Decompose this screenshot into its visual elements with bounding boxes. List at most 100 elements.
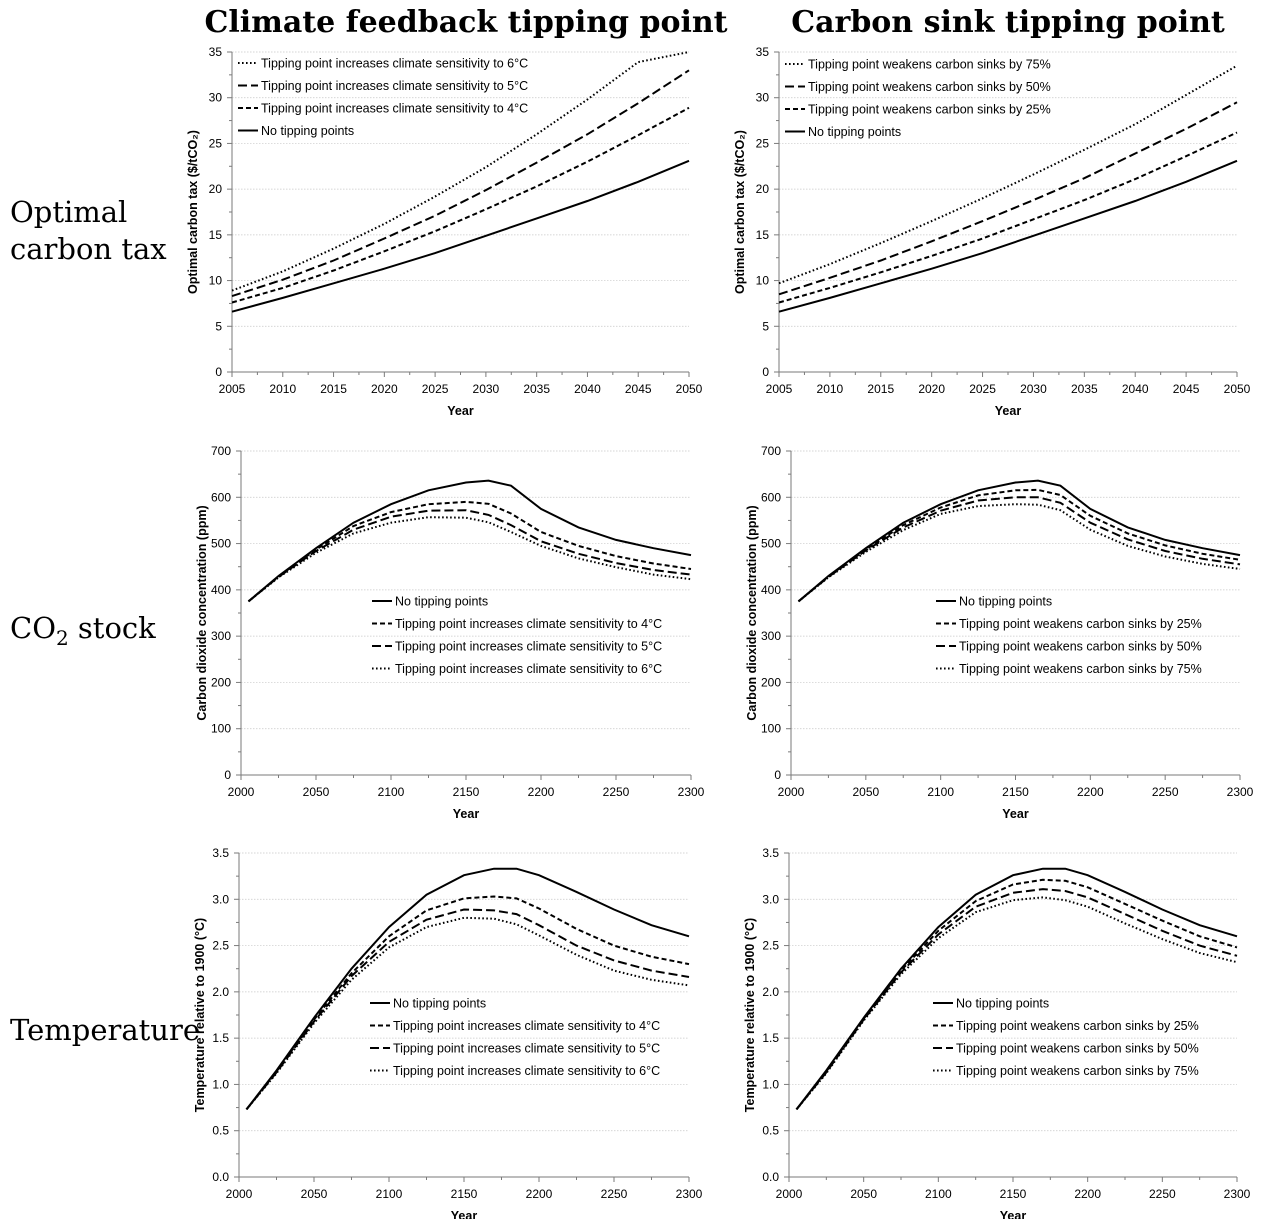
legend: No tipping points Tipping point weakens c… xyxy=(936,595,1202,676)
row-label-co2-subscript: 2 xyxy=(56,626,69,650)
y-axis-title: Temperature relative to 1900 (°C) xyxy=(743,918,757,1112)
series-line-2 xyxy=(245,895,690,1111)
x-tick-label: 2200 xyxy=(1074,1187,1101,1201)
y-tick-label: 400 xyxy=(761,583,781,597)
series-line-4 xyxy=(231,159,690,313)
y-tick-label: 3.0 xyxy=(762,892,779,906)
y-tick-label: 500 xyxy=(761,537,781,551)
y-tick-label: 0 xyxy=(762,365,769,379)
x-tick-label: 2200 xyxy=(528,785,555,799)
legend: Tipping point increases climate sensitiv… xyxy=(238,57,528,138)
y-tick-label: 3.0 xyxy=(212,892,229,906)
y-tick-label: 35 xyxy=(209,45,223,59)
chart-co2-sink: 0 100 200 300 400 500 600 700 2000 2050 2100 2150 22… xyxy=(745,444,1254,821)
x-tick-label: 2050 xyxy=(303,785,330,799)
legend-label: Tipping point increases climate sensitiv… xyxy=(395,662,662,676)
y-tick-label: 2.5 xyxy=(762,939,779,953)
y-tick-label: 0 xyxy=(774,768,781,782)
series-line-2 xyxy=(778,101,1238,296)
series-line-4 xyxy=(245,916,690,1111)
x-tick-label: 2045 xyxy=(1173,382,1200,396)
y-tick-label: 500 xyxy=(211,537,231,551)
y-tick-label: 300 xyxy=(761,629,781,643)
x-tick-label: 2010 xyxy=(817,382,844,396)
x-tick-label: 2000 xyxy=(778,785,805,799)
y-tick-label: 20 xyxy=(209,182,223,196)
series-line-1 xyxy=(797,479,1241,603)
legend-label: No tipping points xyxy=(395,595,488,609)
y-tick-label: 35 xyxy=(756,45,770,59)
y-tick-label: 300 xyxy=(211,629,231,643)
x-tick-label: 2100 xyxy=(378,785,405,799)
y-tick-label: 0.0 xyxy=(212,1170,229,1184)
series-line-2 xyxy=(247,500,692,603)
y-tick-label: 3.5 xyxy=(762,846,779,860)
x-axis-title: Year xyxy=(1000,1209,1027,1219)
x-tick-label: 2100 xyxy=(376,1187,403,1201)
y-tick-label: 1.5 xyxy=(762,1031,779,1045)
y-tick-label: 100 xyxy=(761,722,781,736)
x-tick-label: 2015 xyxy=(867,382,894,396)
y-axis-title: Carbon dioxide concentration (ppm) xyxy=(745,505,759,720)
x-tick-label: 2000 xyxy=(228,785,255,799)
y-tick-label: 30 xyxy=(209,91,223,105)
x-tick-label: 2050 xyxy=(301,1187,328,1201)
legend-label: No tipping points xyxy=(956,997,1049,1011)
x-tick-label: 2150 xyxy=(1002,785,1029,799)
y-tick-label: 2.0 xyxy=(212,985,229,999)
chart-co2-climate: 0 100 200 300 400 500 600 700 2000 2050 2100 2150 22… xyxy=(195,444,705,821)
x-tick-label: 2010 xyxy=(269,382,296,396)
y-tick-label: 1.5 xyxy=(212,1031,229,1045)
y-tick-label: 1.0 xyxy=(212,1077,229,1091)
y-tick-label: 20 xyxy=(756,182,770,196)
x-tick-label: 2045 xyxy=(625,382,652,396)
x-tick-label: 2300 xyxy=(676,1187,703,1201)
x-tick-label: 2100 xyxy=(925,1187,952,1201)
x-tick-label: 2015 xyxy=(320,382,347,396)
x-axis-title: Year xyxy=(453,807,480,821)
legend-label: Tipping point increases climate sensitiv… xyxy=(395,640,662,654)
legend-label: Tipping point weakens carbon sinks by 50… xyxy=(808,80,1051,94)
x-tick-label: 2030 xyxy=(473,382,500,396)
x-tick-label: 2300 xyxy=(1224,1187,1251,1201)
y-tick-label: 400 xyxy=(211,583,231,597)
y-tick-label: 100 xyxy=(211,722,231,736)
series-line-2 xyxy=(797,488,1241,603)
series-line-1 xyxy=(231,51,690,292)
y-axis-title: Optimal carbon tax ($/tCO₂) xyxy=(186,130,200,294)
row-label-temperature: Temperature xyxy=(10,1013,200,1047)
legend-label: No tipping points xyxy=(808,125,901,139)
legend-label: Tipping point weakens carbon sinks by 50… xyxy=(959,640,1202,654)
y-tick-label: 0 xyxy=(224,768,231,782)
x-tick-label: 2050 xyxy=(850,1187,877,1201)
x-axis-title: Year xyxy=(447,404,474,418)
legend-label: Tipping point weakens carbon sinks by 75… xyxy=(956,1064,1199,1078)
legend-label: Tipping point weakens carbon sinks by 25… xyxy=(808,103,1051,117)
chart-temp-sink: 0.0 0.5 1.0 1.5 2.0 2.5 3.0 3.5 2000 2050 2100 2150… xyxy=(743,846,1251,1219)
y-tick-label: 700 xyxy=(211,444,231,458)
x-tick-label: 2020 xyxy=(371,382,398,396)
row-label-tax-line1: Optimal xyxy=(10,195,127,229)
x-tick-label: 2025 xyxy=(969,382,996,396)
x-tick-label: 2000 xyxy=(776,1187,803,1201)
series-line-3 xyxy=(245,908,690,1111)
legend-label: Tipping point increases climate sensitiv… xyxy=(393,1019,660,1033)
y-tick-label: 15 xyxy=(756,228,770,242)
y-tick-label: 600 xyxy=(211,490,231,504)
x-tick-label: 2020 xyxy=(918,382,945,396)
y-tick-label: 200 xyxy=(761,675,781,689)
series-line-1 xyxy=(247,479,692,603)
x-tick-label: 2040 xyxy=(574,382,601,396)
x-tick-label: 2150 xyxy=(1000,1187,1027,1201)
x-tick-label: 2050 xyxy=(852,785,879,799)
y-tick-label: 1.0 xyxy=(762,1077,779,1091)
series-line-4 xyxy=(247,516,692,603)
x-tick-label: 2035 xyxy=(523,382,550,396)
y-tick-label: 10 xyxy=(209,274,223,288)
x-tick-label: 2300 xyxy=(678,785,705,799)
series-line-3 xyxy=(778,131,1238,304)
